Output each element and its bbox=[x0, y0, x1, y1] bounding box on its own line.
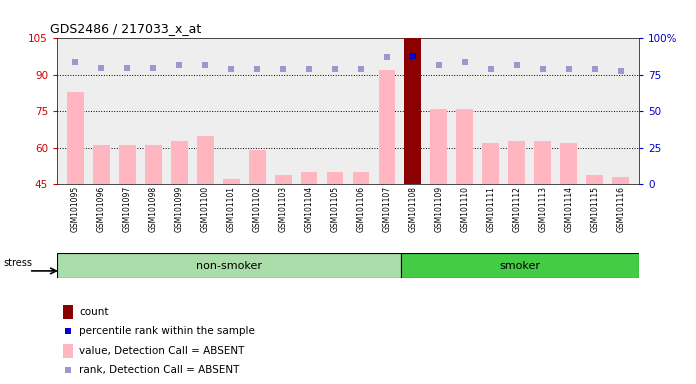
Bar bbox=[560, 143, 577, 184]
Bar bbox=[457, 109, 473, 184]
Bar bbox=[93, 146, 110, 184]
Text: value, Detection Call = ABSENT: value, Detection Call = ABSENT bbox=[79, 346, 244, 356]
Bar bbox=[63, 305, 73, 319]
Bar bbox=[119, 146, 136, 184]
Bar bbox=[508, 141, 525, 184]
Bar bbox=[404, 38, 421, 184]
Text: percentile rank within the sample: percentile rank within the sample bbox=[79, 326, 255, 336]
Bar bbox=[353, 172, 370, 184]
Bar bbox=[430, 109, 448, 184]
Bar bbox=[63, 344, 73, 358]
Bar bbox=[57, 253, 401, 278]
Text: rank, Detection Call = ABSENT: rank, Detection Call = ABSENT bbox=[79, 365, 239, 375]
Bar bbox=[223, 179, 239, 184]
Bar bbox=[586, 175, 603, 184]
Bar bbox=[535, 141, 551, 184]
Bar bbox=[67, 92, 84, 184]
Bar bbox=[326, 172, 343, 184]
Bar bbox=[171, 141, 188, 184]
Bar bbox=[379, 70, 395, 184]
Bar bbox=[248, 150, 266, 184]
Text: non-smoker: non-smoker bbox=[196, 261, 262, 271]
Text: smoker: smoker bbox=[500, 261, 540, 271]
Bar bbox=[482, 143, 499, 184]
Bar bbox=[612, 177, 629, 184]
Bar bbox=[197, 136, 214, 184]
Bar bbox=[275, 175, 292, 184]
Text: count: count bbox=[79, 307, 109, 317]
Text: stress: stress bbox=[3, 258, 32, 268]
Bar bbox=[301, 172, 317, 184]
Text: GDS2486 / 217033_x_at: GDS2486 / 217033_x_at bbox=[50, 22, 201, 35]
Bar bbox=[401, 253, 639, 278]
Bar bbox=[145, 146, 161, 184]
